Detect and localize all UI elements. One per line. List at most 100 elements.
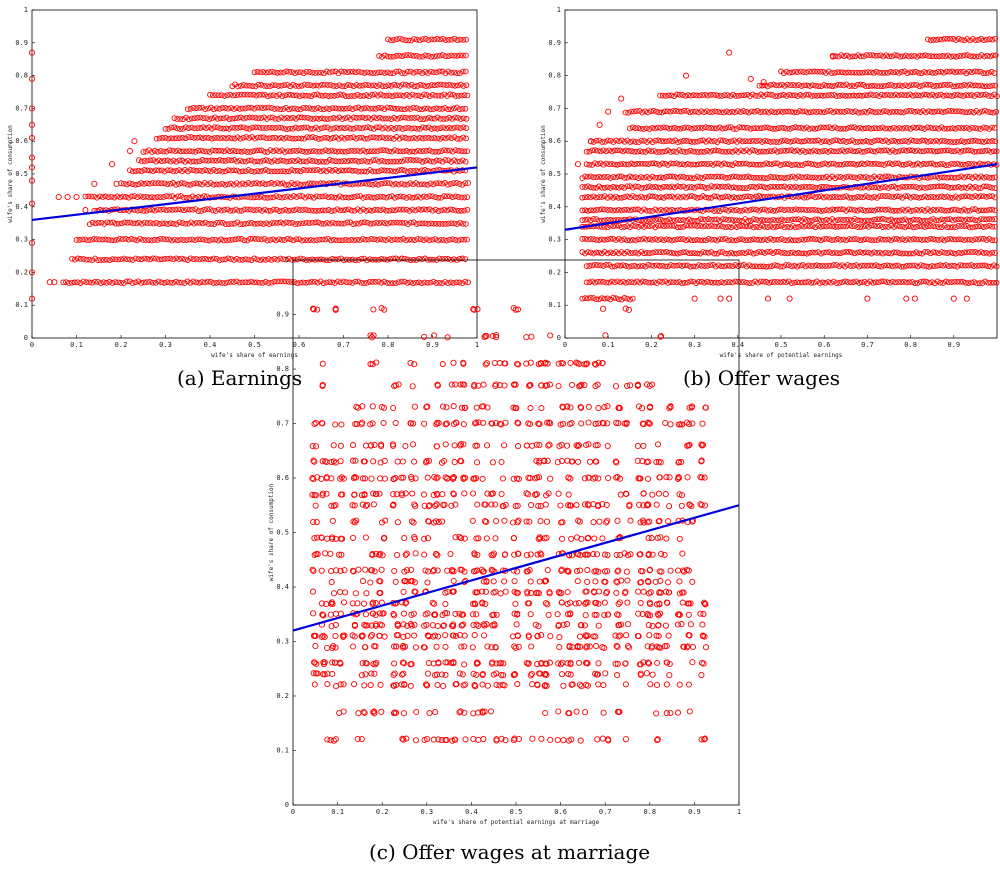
data-point [719, 194, 726, 201]
data-point [644, 194, 650, 201]
data-point [936, 82, 942, 89]
data-point [271, 157, 278, 164]
data-point [721, 92, 728, 98]
data-point [222, 157, 229, 164]
data-point [320, 167, 327, 174]
data-point [448, 135, 455, 142]
data-point [387, 158, 394, 165]
data-point [929, 263, 935, 269]
data-point [364, 69, 371, 76]
data-point [615, 235, 622, 242]
data-point [698, 148, 705, 155]
data-point [273, 193, 280, 199]
data-point [246, 135, 253, 141]
data-point [337, 207, 344, 214]
data-point [239, 105, 246, 112]
data-point [254, 279, 260, 286]
data-point [874, 52, 881, 59]
data-point [767, 217, 774, 224]
data-point [76, 237, 83, 243]
data-point [667, 108, 674, 115]
data-point [321, 659, 328, 666]
data-point [384, 158, 391, 165]
data-point [682, 149, 688, 155]
data-point [798, 223, 805, 229]
data-point [280, 278, 286, 285]
data-point [644, 139, 650, 145]
data-point [961, 193, 968, 200]
data-point [712, 147, 719, 154]
data-point [739, 185, 746, 191]
data-point [261, 114, 267, 121]
data-point [767, 183, 774, 190]
data-point [819, 109, 825, 116]
data-point [649, 193, 656, 200]
data-point [815, 137, 822, 144]
data-point [347, 134, 354, 141]
data-point [92, 220, 99, 227]
data-point [312, 492, 319, 499]
data-point [252, 83, 259, 90]
data-point [174, 116, 181, 122]
data-point [675, 108, 682, 115]
data-point [840, 138, 847, 144]
data-point [115, 256, 122, 263]
data-point [212, 147, 219, 154]
data-point [253, 147, 259, 154]
data-point [764, 248, 771, 255]
data-point [863, 193, 869, 199]
data-point [382, 220, 388, 226]
data-point [267, 114, 273, 121]
data-point [761, 217, 768, 224]
data-point [609, 161, 615, 167]
data-point [887, 92, 894, 98]
data-point [363, 148, 369, 155]
data-point [778, 206, 785, 213]
data-point [324, 681, 331, 688]
data-point [131, 193, 138, 199]
data-point [660, 124, 667, 131]
data-point [959, 108, 966, 115]
data-point [663, 223, 670, 229]
data-point [400, 206, 407, 213]
data-point [599, 236, 605, 243]
data-point [964, 82, 971, 89]
data-point [976, 148, 983, 155]
data-point [431, 125, 438, 132]
data-point [820, 93, 826, 99]
data-point [607, 193, 614, 200]
data-point [231, 167, 237, 174]
data-point [311, 194, 317, 201]
data-point [384, 53, 391, 60]
data-point [788, 108, 795, 115]
data-point [456, 279, 463, 286]
data-point [101, 257, 107, 263]
data-point [291, 105, 298, 112]
data-point [938, 183, 945, 190]
data-point [848, 223, 855, 229]
data-point [888, 125, 894, 132]
data-point [334, 148, 340, 155]
data-point [117, 194, 123, 201]
data-point [255, 115, 262, 122]
data-point [311, 207, 317, 214]
data-point [590, 236, 597, 242]
data-point [663, 193, 670, 200]
data-point [319, 115, 325, 122]
data-point [135, 167, 142, 174]
data-point [888, 222, 895, 229]
data-point [184, 278, 191, 285]
data-point [899, 250, 906, 257]
data-point [957, 278, 963, 285]
data-point [384, 167, 391, 174]
data-point [653, 108, 660, 115]
data-point [814, 148, 820, 154]
data-point [385, 125, 392, 132]
data-point [780, 70, 787, 76]
data-point [230, 92, 236, 99]
data-point [88, 236, 94, 243]
data-point [169, 193, 176, 199]
data-point [788, 263, 795, 270]
data-point [82, 236, 89, 243]
data-point [798, 174, 805, 180]
